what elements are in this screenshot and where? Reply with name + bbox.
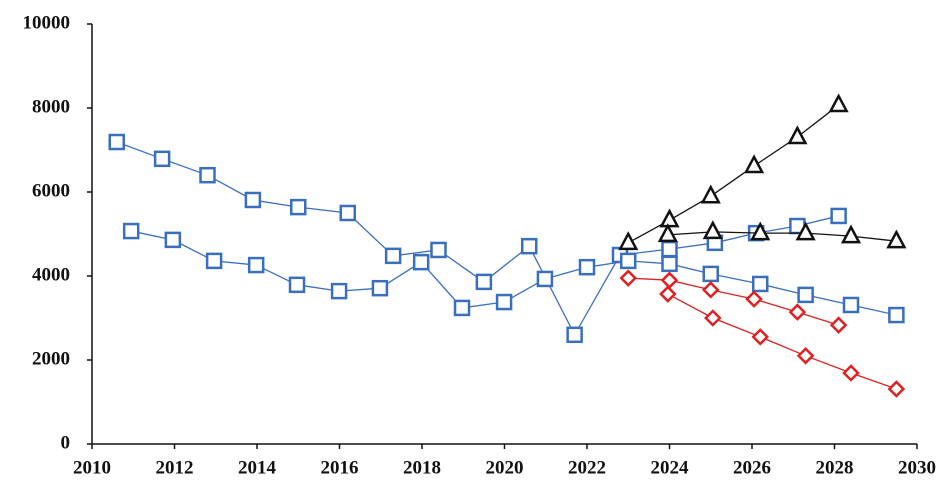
marker xyxy=(842,296,860,314)
marker xyxy=(288,276,306,294)
marker xyxy=(247,256,265,274)
y-tick-label: 8000 xyxy=(32,96,70,117)
marker xyxy=(659,285,677,303)
marker xyxy=(108,133,125,151)
marker xyxy=(828,93,849,113)
x-tick-label: 2016 xyxy=(321,457,359,478)
marker xyxy=(164,231,182,249)
x-tick-label: 2018 xyxy=(403,457,441,478)
marker xyxy=(618,231,639,251)
x-tick-label: 2012 xyxy=(156,457,194,478)
marker xyxy=(796,347,815,365)
marker xyxy=(566,326,583,344)
marker xyxy=(700,184,721,204)
marker xyxy=(453,299,471,317)
marker xyxy=(521,237,538,255)
marker xyxy=(430,241,447,259)
marker xyxy=(330,282,348,300)
marker xyxy=(661,255,678,273)
marker xyxy=(829,316,848,334)
marker xyxy=(122,222,140,240)
marker xyxy=(412,253,430,271)
marker xyxy=(578,258,596,276)
marker xyxy=(842,364,860,382)
marker xyxy=(795,221,816,241)
y-tick-label: 6000 xyxy=(32,180,70,201)
marker xyxy=(743,154,765,174)
marker xyxy=(888,306,905,324)
marker xyxy=(495,293,513,311)
marker xyxy=(384,247,402,265)
marker xyxy=(620,252,637,270)
marker xyxy=(887,380,906,398)
marker xyxy=(797,286,814,304)
y-tick-label: 4000 xyxy=(32,264,70,285)
y-tick-label: 10000 xyxy=(23,12,71,33)
marker xyxy=(702,265,719,283)
marker xyxy=(657,223,678,243)
x-tick-label: 2020 xyxy=(486,457,524,478)
y-tick-label: 0 xyxy=(61,432,71,453)
x-tick-label: 2030 xyxy=(898,457,936,478)
marker xyxy=(752,275,769,293)
marker xyxy=(339,204,356,222)
x-tick-label: 2026 xyxy=(733,457,771,478)
series-line xyxy=(667,293,897,390)
marker xyxy=(702,220,723,240)
marker xyxy=(661,240,678,258)
marker xyxy=(751,328,770,346)
marker xyxy=(205,252,223,270)
marker xyxy=(704,309,722,327)
marker xyxy=(536,270,554,288)
marker xyxy=(701,281,720,299)
marker xyxy=(660,271,679,289)
marker xyxy=(830,207,847,225)
x-tick-label: 2010 xyxy=(73,457,111,478)
series-line xyxy=(131,230,897,316)
series-line xyxy=(667,231,897,242)
marker xyxy=(840,224,862,244)
marker xyxy=(244,191,262,209)
marker xyxy=(745,290,763,308)
marker xyxy=(788,303,807,321)
marker xyxy=(619,269,638,287)
marker xyxy=(153,150,171,168)
marker xyxy=(475,273,493,291)
marker xyxy=(886,229,907,249)
x-tick-label: 2028 xyxy=(816,457,854,478)
marker xyxy=(787,125,808,145)
x-tick-label: 2022 xyxy=(568,457,606,478)
x-tick-label: 2014 xyxy=(238,457,277,478)
marker xyxy=(750,221,771,241)
x-tick-label: 2024 xyxy=(651,457,690,478)
y-tick-label: 2000 xyxy=(32,348,70,369)
marker xyxy=(371,279,389,297)
marker xyxy=(290,198,307,216)
marker xyxy=(659,208,680,228)
series-line xyxy=(627,104,840,244)
marker xyxy=(199,166,216,184)
